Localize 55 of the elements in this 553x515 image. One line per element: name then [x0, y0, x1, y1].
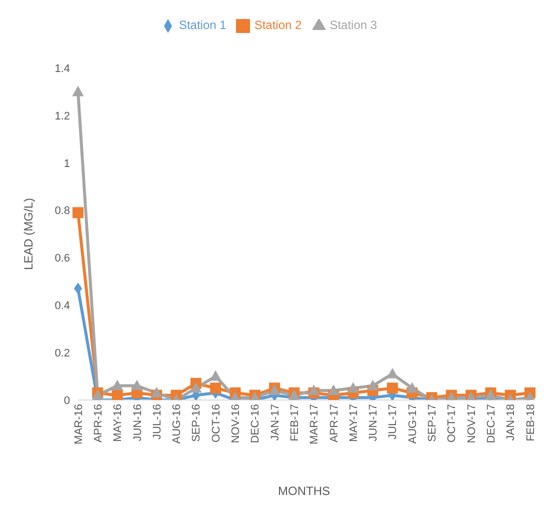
point — [112, 390, 123, 400]
point — [386, 382, 398, 394]
point — [72, 207, 84, 218]
x-tick-label: APR-17 — [328, 404, 340, 443]
y-tick-label: 1.4 — [54, 62, 70, 75]
x-axis-title: MONTHS — [278, 484, 330, 498]
x-tick-label: FEB-18 — [524, 404, 537, 442]
x-tick-label: SEP-16 — [190, 404, 203, 442]
y-tick-label: 0 — [64, 394, 70, 407]
y-tick-label: 1.2 — [54, 110, 70, 122]
point — [210, 382, 222, 394]
point — [151, 387, 162, 398]
x-tick-label: DEC-16 — [250, 404, 262, 444]
point — [269, 385, 280, 396]
point — [386, 368, 398, 378]
x-tick-label: AUG-17 — [406, 404, 419, 444]
y-tick-label: 0.2 — [54, 347, 70, 360]
x-tick-label: OCT-17 — [446, 404, 458, 443]
x-tick-label: NOV-17 — [466, 404, 478, 444]
point — [92, 390, 104, 400]
x-tick-label: AUG-16 — [171, 404, 184, 444]
point — [308, 385, 320, 396]
x-tick-label: MAY-17 — [348, 404, 360, 442]
y-tick-label: 0.4 — [54, 300, 70, 312]
x-tick-label: NOV-16 — [230, 404, 242, 444]
x-tick-label: MAR-17 — [308, 404, 321, 444]
x-tick-label: DEC-17 — [486, 404, 498, 444]
point — [190, 382, 202, 393]
x-tick-label: JAN-18 — [505, 404, 518, 441]
y-axis-title: LEAD (MG/L) — [21, 198, 36, 270]
x-tick-label: MAR-16 — [72, 404, 85, 444]
point — [406, 382, 418, 393]
y-tick-label: 0.8 — [54, 205, 70, 218]
x-tick-label: MAY-16 — [112, 404, 124, 442]
x-tick-label: JUL-16 — [151, 404, 164, 440]
x-tick-label: OCT-16 — [210, 404, 222, 443]
point — [210, 370, 222, 381]
x-tick-label: JAN-17 — [269, 404, 282, 441]
x-tick-label: APR-16 — [92, 404, 104, 443]
x-tick-label: SEP-17 — [426, 404, 439, 442]
x-tick-label: JUN-17 — [368, 404, 380, 442]
x-tick-label: JUL-17 — [387, 404, 400, 440]
legend-label: Station 3 — [330, 18, 378, 32]
point — [367, 380, 378, 390]
y-tick-label: 1 — [64, 158, 70, 170]
point — [112, 380, 123, 390]
point — [328, 385, 339, 396]
legend-label: Station 2 — [254, 18, 302, 32]
x-tick-label: FEB-17 — [288, 404, 301, 442]
point — [72, 86, 84, 96]
point — [131, 380, 142, 390]
point — [348, 382, 359, 393]
y-tick-label: 0.6 — [54, 252, 70, 265]
x-tick-label: JUN-16 — [132, 404, 144, 442]
legend-label: Station 1 — [178, 18, 226, 32]
